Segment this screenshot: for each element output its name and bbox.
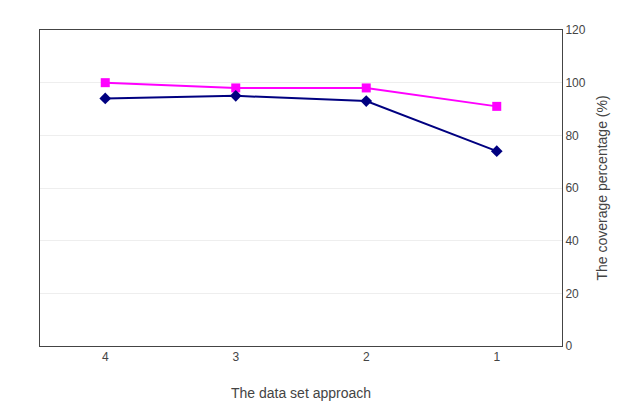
svg-text:3: 3 <box>232 350 239 364</box>
svg-text:The data set approach: The data set approach <box>231 385 371 401</box>
svg-text:60: 60 <box>565 181 579 195</box>
svg-text:20: 20 <box>565 287 579 301</box>
svg-text:2: 2 <box>363 350 370 364</box>
svg-text:100: 100 <box>565 76 585 90</box>
svg-text:80: 80 <box>565 129 579 143</box>
svg-text:The coverage percentage (%): The coverage percentage (%) <box>594 95 610 280</box>
svg-text:120: 120 <box>565 23 585 37</box>
svg-text:1: 1 <box>493 350 500 364</box>
svg-text:40: 40 <box>565 234 579 248</box>
svg-text:0: 0 <box>565 339 572 353</box>
svg-text:4: 4 <box>102 350 109 364</box>
